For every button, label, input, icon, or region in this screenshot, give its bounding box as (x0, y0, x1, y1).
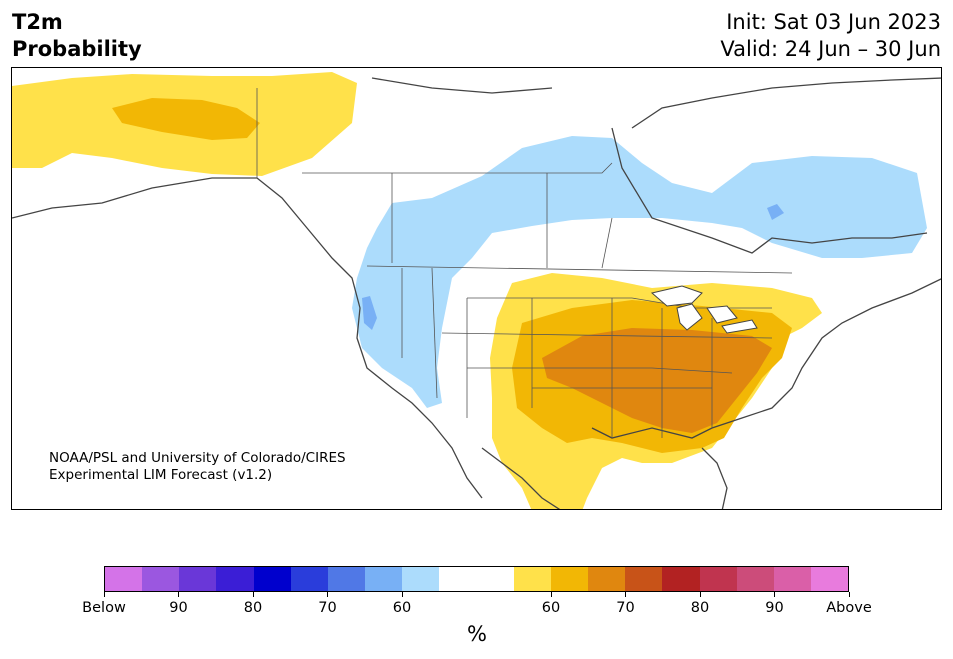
canada-below-region (352, 136, 927, 408)
colorbar-segment (736, 567, 774, 591)
colorbar-segment (142, 567, 180, 591)
colorbar-segment (625, 567, 663, 591)
colorbar-tick-label: 60 (392, 600, 412, 616)
colorbar-tick-mark (848, 592, 850, 597)
colorbar-segment (105, 567, 143, 591)
colorbar-segment (216, 567, 254, 591)
colorbar-tick-mark (103, 592, 105, 597)
colorbar-tick-mark (327, 592, 328, 597)
colorbar-segment (550, 567, 589, 591)
pacific-nw-below-core (362, 296, 377, 330)
colorbar-segment (365, 567, 403, 591)
colorbar-segment (253, 567, 291, 591)
title-line-1: T2m (12, 10, 63, 34)
credit-line-1: NOAA/PSL and University of Colorado/CIRE… (49, 450, 346, 466)
valid-date: Valid: 24 Jun – 30 Jun (720, 37, 941, 61)
colorbar-segment (662, 567, 700, 591)
credit-text: NOAA/PSL and University of Colorado/CIRE… (49, 450, 346, 484)
colorbar-tick-mark (252, 592, 254, 597)
colorbar (104, 566, 849, 592)
colorbar-tick-mark (625, 592, 626, 597)
colorbar-tick-mark (699, 592, 701, 597)
colorbar-tick-label: Below (82, 600, 126, 616)
colorbar-segment (439, 567, 477, 591)
colorbar-tick-mark (178, 592, 179, 597)
canada-below-core (767, 204, 784, 220)
colorbar-tick-label: 90 (169, 600, 188, 616)
great-lakes (650, 285, 758, 334)
coastlines (12, 77, 941, 509)
colorbar-segment (513, 567, 551, 591)
colorbar-segment (290, 567, 328, 591)
probability-map (12, 72, 941, 509)
colorbar-tick-label: Above (826, 600, 872, 616)
colorbar-segment (773, 567, 811, 591)
init-date: Init: Sat 03 Jun 2023 (726, 10, 941, 34)
state-borders (256, 88, 793, 438)
colorbar-tick-label: 70 (616, 600, 635, 616)
colorbar-tick-mark (774, 592, 775, 597)
map-title: T2m Probability (12, 9, 142, 63)
colorbar-segment (179, 567, 217, 591)
colorbar-tick-label: 60 (541, 600, 561, 616)
colorbar-unit-label: % (467, 622, 487, 646)
colorbar-segment (476, 567, 514, 591)
colorbar-segment (402, 567, 440, 591)
colorbar-segment (810, 567, 849, 591)
forecast-dates: Init: Sat 03 Jun 2023 Valid: 24 Jun – 30… (720, 9, 941, 63)
colorbar-tick-label: 90 (765, 600, 784, 616)
colorbar-tick-mark (550, 592, 552, 597)
alaska-above-core (112, 98, 260, 140)
colorbar-tick-label: 80 (690, 600, 710, 616)
colorbar-segment (588, 567, 626, 591)
map-panel (11, 67, 942, 510)
credit-line-2: Experimental LIM Forecast (v1.2) (49, 467, 273, 483)
colorbar-tick-label: 70 (318, 600, 337, 616)
us-above-orange (542, 328, 772, 433)
title-line-2: Probability (12, 37, 142, 61)
colorbar-tick-label: 80 (243, 600, 263, 616)
colorbar-segment (699, 567, 737, 591)
colorbar-tick-mark (401, 592, 403, 597)
colorbar-segment (327, 567, 366, 591)
